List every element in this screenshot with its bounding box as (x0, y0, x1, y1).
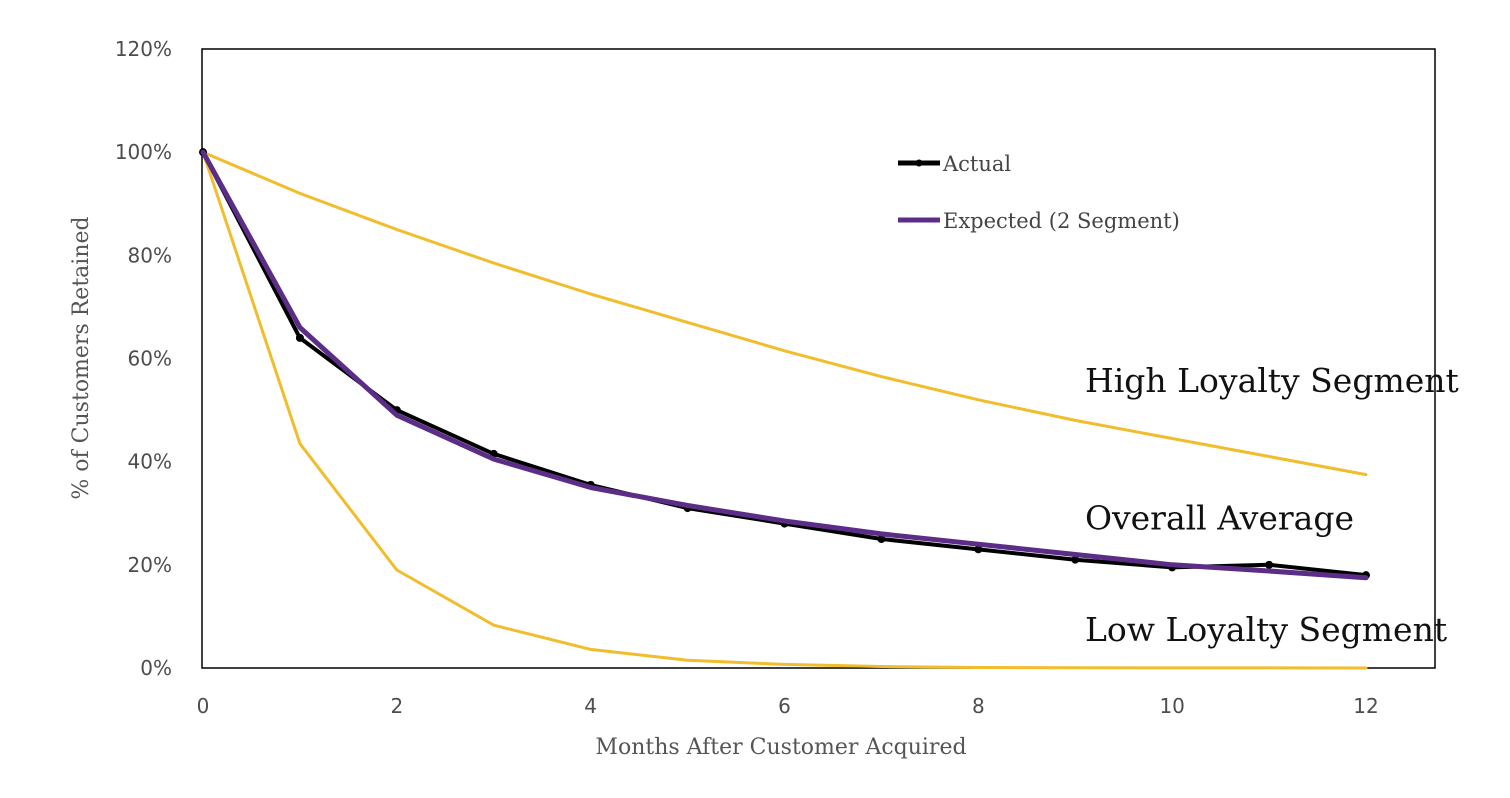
x-tick-label: 6 (778, 694, 791, 718)
x-tick-label: 10 (1159, 694, 1184, 718)
legend-marker-actual (915, 159, 923, 167)
y-tick-label: 60% (128, 347, 172, 371)
annotation-label: Overall Average (1085, 498, 1354, 537)
legend: Actual Expected (2 Segment) (898, 152, 1180, 233)
y-axis-ticks: 0% 20% 40% 60% 80% 100% 120% (115, 37, 172, 680)
x-axis-ticks: 0 2 4 6 8 10 12 (197, 694, 1379, 718)
data-point-actual (1071, 555, 1080, 564)
data-point-actual (974, 545, 983, 554)
series-layer (199, 148, 1370, 670)
y-tick-label: 80% (128, 243, 172, 267)
legend-label-actual: Actual (942, 152, 1011, 176)
legend-label-expected: Expected (2 Segment) (943, 209, 1180, 233)
y-tick-label: 0% (140, 656, 172, 680)
data-point-actual (1265, 560, 1274, 569)
y-tick-label: 100% (115, 140, 172, 164)
x-axis-title: Months After Customer Acquired (595, 735, 966, 760)
annotation-layer: High Loyalty Segment Overall Average Low L… (1085, 361, 1459, 649)
y-tick-label: 120% (115, 37, 172, 61)
series-line-low-loyalty (201, 150, 1368, 670)
data-point-actual (295, 333, 304, 342)
x-tick-label: 8 (972, 694, 985, 718)
x-tick-label: 0 (197, 694, 210, 718)
annotation-label: High Loyalty Segment (1085, 361, 1459, 400)
x-tick-label: 4 (584, 694, 597, 718)
series-line-expected (200, 149, 1369, 581)
x-tick-label: 2 (390, 694, 403, 718)
x-tick-label: 12 (1353, 694, 1378, 718)
y-axis-title: % of Customers Retained (69, 216, 94, 499)
annotation-label: Low Loyalty Segment (1085, 610, 1447, 649)
series-line-high-loyalty (201, 150, 1368, 477)
data-point-actual (877, 535, 886, 544)
y-tick-label: 40% (128, 450, 172, 474)
y-tick-label: 20% (128, 553, 172, 577)
